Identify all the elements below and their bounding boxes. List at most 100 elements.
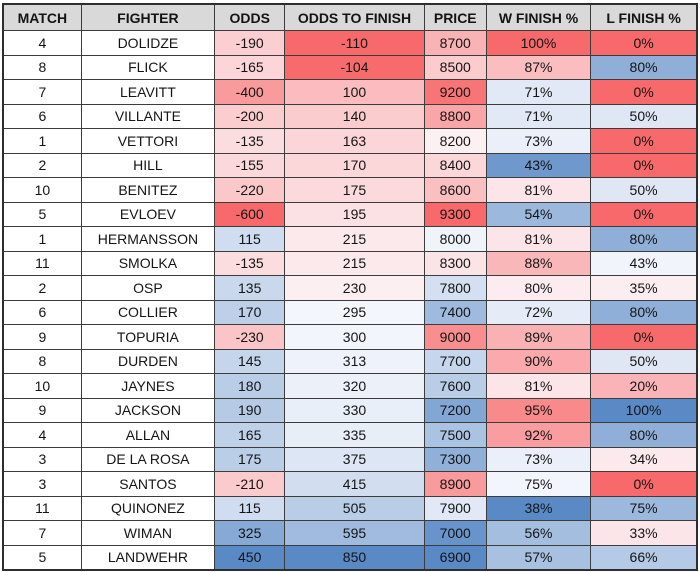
table-row: 9 TOPURIA -230 300 9000 89% 0% [2, 324, 698, 350]
cell-fighter: JAYNES [80, 373, 216, 399]
cell-l-finish-pct: 0% [590, 201, 698, 227]
cell-odds-to-finish: -110 [284, 30, 425, 56]
table-row: 11 QUINONEZ 115 505 7900 38% 75% [2, 495, 698, 521]
cell-match: 9 [2, 397, 82, 423]
cell-odds: -190 [214, 30, 286, 56]
cell-odds-to-finish: 215 [284, 250, 425, 276]
cell-match: 8 [2, 348, 82, 374]
cell-l-finish-pct: 50% [590, 177, 698, 203]
cell-match: 10 [2, 177, 82, 203]
cell-odds: 145 [214, 348, 286, 374]
cell-fighter: QUINONEZ [80, 495, 216, 521]
cell-fighter: VILLANTE [80, 103, 216, 129]
cell-match: 8 [2, 54, 82, 80]
cell-odds-to-finish: -104 [284, 54, 425, 80]
col-header-match: MATCH [2, 3, 82, 31]
cell-w-finish-pct: 89% [485, 324, 592, 350]
cell-odds: 135 [214, 275, 286, 301]
cell-odds-to-finish: 163 [284, 128, 425, 154]
cell-odds-to-finish: 415 [284, 471, 425, 497]
cell-l-finish-pct: 50% [590, 103, 698, 129]
cell-match: 5 [2, 544, 82, 571]
cell-match: 6 [2, 103, 82, 129]
cell-fighter: SMOLKA [80, 250, 216, 276]
cell-match: 4 [2, 30, 82, 56]
cell-price: 8300 [423, 250, 487, 276]
table-row: 11 SMOLKA -135 215 8300 88% 43% [2, 250, 698, 276]
cell-odds: -220 [214, 177, 286, 203]
cell-odds: 175 [214, 446, 286, 472]
table-row: 1 VETTORI -135 163 8200 73% 0% [2, 128, 698, 154]
cell-w-finish-pct: 81% [485, 177, 592, 203]
table-row: 8 FLICK -165 -104 8500 87% 80% [2, 54, 698, 80]
cell-match: 3 [2, 446, 82, 472]
cell-l-finish-pct: 20% [590, 373, 698, 399]
cell-fighter: SANTOS [80, 471, 216, 497]
cell-l-finish-pct: 34% [590, 446, 698, 472]
cell-price: 7500 [423, 422, 487, 448]
table-header: MATCH FIGHTER ODDS ODDS TO FINISH PRICE … [2, 3, 698, 31]
cell-w-finish-pct: 92% [485, 422, 592, 448]
cell-odds-to-finish: 850 [284, 544, 425, 571]
cell-odds: -400 [214, 79, 286, 105]
cell-price: 8800 [423, 103, 487, 129]
cell-odds-to-finish: 295 [284, 299, 425, 325]
cell-odds: 180 [214, 373, 286, 399]
cell-w-finish-pct: 56% [485, 520, 592, 546]
cell-odds: 170 [214, 299, 286, 325]
table-row: 6 COLLIER 170 295 7400 72% 80% [2, 299, 698, 325]
cell-w-finish-pct: 73% [485, 128, 592, 154]
cell-w-finish-pct: 54% [485, 201, 592, 227]
cell-price: 9300 [423, 201, 487, 227]
cell-odds-to-finish: 375 [284, 446, 425, 472]
cell-price: 7800 [423, 275, 487, 301]
cell-fighter: OSP [80, 275, 216, 301]
cell-match: 2 [2, 275, 82, 301]
cell-odds-to-finish: 330 [284, 397, 425, 423]
cell-fighter: FLICK [80, 54, 216, 80]
cell-match: 1 [2, 226, 82, 252]
cell-odds-to-finish: 320 [284, 373, 425, 399]
header-row: MATCH FIGHTER ODDS ODDS TO FINISH PRICE … [2, 3, 698, 31]
table-row: 8 DURDEN 145 313 7700 90% 50% [2, 348, 698, 374]
cell-price: 8900 [423, 471, 487, 497]
cell-match: 7 [2, 520, 82, 546]
cell-match: 4 [2, 422, 82, 448]
cell-l-finish-pct: 80% [590, 54, 698, 80]
cell-l-finish-pct: 100% [590, 397, 698, 423]
cell-odds-to-finish: 215 [284, 226, 425, 252]
table-body: 4 DOLIDZE -190 -110 8700 100% 0% 8 FLICK -165 -104… [2, 30, 698, 571]
col-header-w-finish: W FINISH % [485, 3, 592, 31]
cell-match: 10 [2, 373, 82, 399]
cell-odds: -165 [214, 54, 286, 80]
cell-odds: -135 [214, 128, 286, 154]
col-header-fighter: FIGHTER [80, 3, 216, 31]
cell-odds: -210 [214, 471, 286, 497]
cell-price: 7400 [423, 299, 487, 325]
cell-price: 7700 [423, 348, 487, 374]
cell-l-finish-pct: 50% [590, 348, 698, 374]
cell-price: 8600 [423, 177, 487, 203]
cell-odds: 325 [214, 520, 286, 546]
cell-match: 1 [2, 128, 82, 154]
cell-w-finish-pct: 71% [485, 103, 592, 129]
cell-fighter: HILL [80, 152, 216, 178]
cell-w-finish-pct: 71% [485, 79, 592, 105]
cell-odds-to-finish: 170 [284, 152, 425, 178]
cell-price: 7900 [423, 495, 487, 521]
cell-fighter: DURDEN [80, 348, 216, 374]
cell-fighter: TOPURIA [80, 324, 216, 350]
cell-w-finish-pct: 57% [485, 544, 592, 571]
cell-odds-to-finish: 505 [284, 495, 425, 521]
cell-odds-to-finish: 300 [284, 324, 425, 350]
cell-odds: 190 [214, 397, 286, 423]
table-row: 7 LEAVITT -400 100 9200 71% 0% [2, 79, 698, 105]
col-header-odds: ODDS [214, 3, 286, 31]
cell-match: 3 [2, 471, 82, 497]
col-header-l-finish: L FINISH % [590, 3, 698, 31]
fighter-odds-table: MATCH FIGHTER ODDS ODDS TO FINISH PRICE … [2, 3, 698, 571]
cell-odds-to-finish: 335 [284, 422, 425, 448]
cell-odds-to-finish: 100 [284, 79, 425, 105]
col-header-price: PRICE [423, 3, 487, 31]
